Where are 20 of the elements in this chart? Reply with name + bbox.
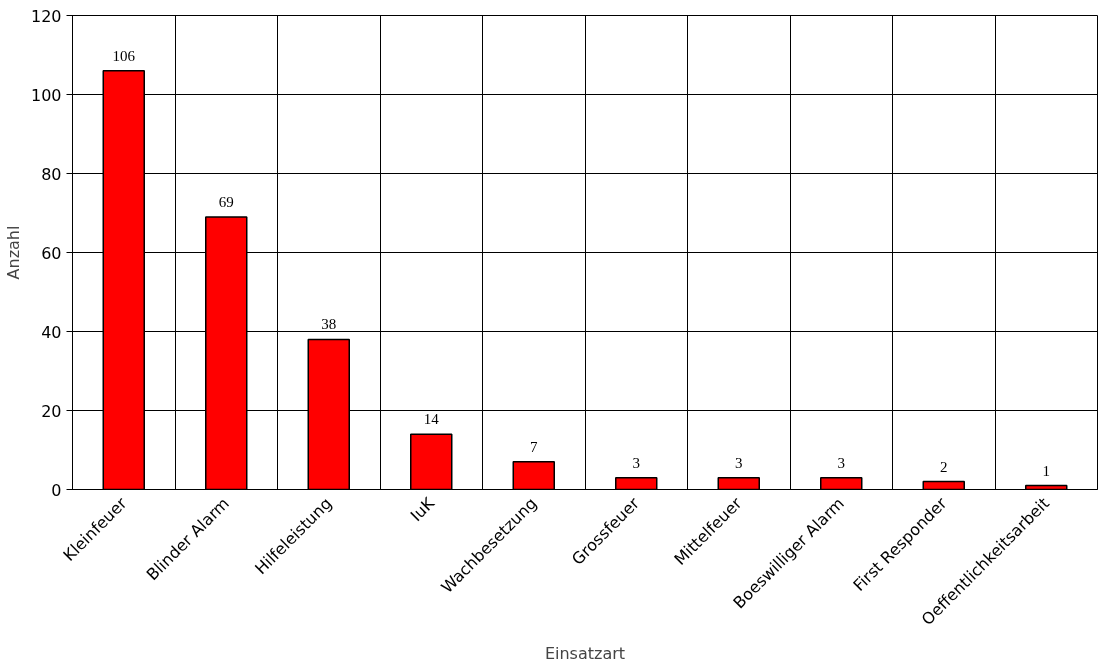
data-label: 106 bbox=[112, 47, 136, 64]
x-tick-label: IuK bbox=[406, 493, 439, 526]
data-label: 2 bbox=[940, 458, 948, 475]
y-tick-label: 120 bbox=[30, 6, 62, 26]
y-tick-label: 80 bbox=[41, 164, 62, 184]
data-label: 3 bbox=[735, 454, 743, 471]
data-label: 38 bbox=[321, 316, 337, 333]
x-axis-title: Einsatzart bbox=[544, 643, 626, 663]
data-label: 14 bbox=[423, 411, 440, 428]
y-tick-label: 60 bbox=[41, 243, 62, 263]
data-label: 1 bbox=[1042, 462, 1050, 479]
data-label: 3 bbox=[837, 454, 845, 471]
data-label: 7 bbox=[530, 438, 538, 455]
data-label: 3 bbox=[632, 454, 640, 471]
y-tick-label: 100 bbox=[30, 85, 62, 105]
y-tick-label: 20 bbox=[41, 401, 62, 421]
y-tick-label: 40 bbox=[41, 322, 62, 342]
y-tick-label: 0 bbox=[51, 480, 62, 500]
y-axis-title: Anzahl bbox=[3, 225, 23, 280]
data-label: 69 bbox=[218, 193, 234, 210]
